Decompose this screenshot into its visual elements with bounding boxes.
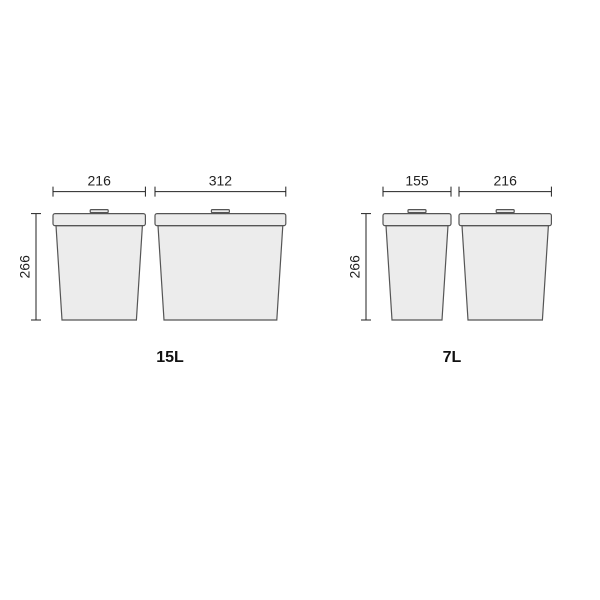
width-label: 216 — [494, 172, 518, 188]
width-label: 155 — [405, 172, 429, 188]
width-label: 312 — [209, 172, 233, 188]
height-label: 266 — [347, 255, 363, 279]
height-label: 266 — [17, 255, 33, 279]
width-label: 216 — [88, 172, 112, 188]
volume-caption: 15L — [156, 349, 184, 366]
dimension-diagram: 216 312 266 15L 155 216 266 7L — [0, 0, 600, 600]
volume-caption: 7L — [443, 349, 462, 366]
